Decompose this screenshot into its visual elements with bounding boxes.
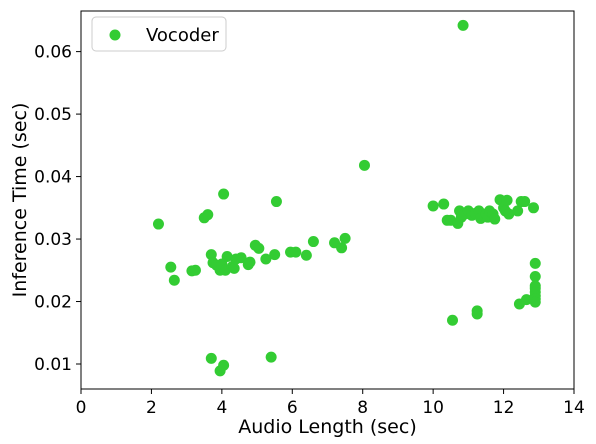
data-point	[202, 209, 214, 221]
x-tick-label: 4	[216, 398, 227, 418]
data-point	[152, 218, 164, 230]
data-point	[520, 294, 532, 306]
data-point	[168, 274, 180, 286]
y-axis-label: Inference Time (sec)	[9, 103, 31, 298]
data-point	[307, 236, 319, 248]
data-point	[427, 200, 439, 212]
data-point	[501, 194, 513, 206]
data-point	[503, 208, 515, 220]
data-point	[218, 359, 230, 371]
data-point	[438, 198, 450, 210]
data-point	[290, 246, 302, 258]
legend-label: Vocoder	[146, 25, 219, 46]
plot-layer	[152, 19, 541, 377]
data-point	[218, 188, 230, 200]
data-point	[235, 252, 247, 264]
data-point	[519, 196, 531, 208]
data-point	[529, 296, 541, 308]
data-point	[253, 242, 265, 254]
legend: Vocoder	[91, 16, 227, 52]
y-tick-label: 0.06	[34, 43, 72, 63]
y-tick-label: 0.04	[34, 168, 72, 188]
data-point	[300, 249, 312, 261]
data-point	[244, 256, 256, 268]
data-point	[228, 262, 240, 274]
x-tick-label: 12	[493, 398, 515, 418]
data-point	[471, 308, 483, 320]
legend-marker	[109, 29, 121, 41]
axes-frame	[80, 10, 575, 390]
data-point	[339, 232, 351, 244]
y-tick-label: 0.02	[34, 293, 72, 313]
legend-frame	[91, 16, 227, 52]
data-point	[447, 314, 459, 326]
data-point	[269, 249, 281, 261]
data-point	[165, 261, 177, 273]
data-point	[358, 159, 370, 171]
x-tick-label: 2	[146, 398, 157, 418]
data-point	[336, 242, 348, 254]
data-point	[512, 205, 524, 217]
y-tick-label: 0.03	[34, 230, 72, 250]
data-point	[457, 19, 469, 31]
data-point	[529, 257, 541, 269]
data-point	[270, 196, 282, 208]
data-point	[189, 264, 201, 276]
x-axis-label: Audio Length (sec)	[238, 416, 416, 438]
data-point	[260, 253, 272, 265]
y-tick-label: 0.05	[34, 105, 72, 125]
x-tick-label: 0	[76, 398, 87, 418]
data-point	[265, 351, 277, 363]
data-point	[529, 271, 541, 283]
axes-layer: 0 2 4 6 8 10 12 14 0.01 0.02 0.03 0.04 0.05 0.06	[34, 10, 585, 418]
data-point	[205, 352, 217, 364]
data-point	[221, 251, 233, 263]
data-point	[489, 213, 501, 225]
x-tick-label: 6	[287, 398, 298, 418]
y-tick-label: 0.01	[34, 355, 72, 375]
data-point	[528, 202, 539, 214]
x-tick-label: 8	[357, 398, 368, 418]
x-tick-label: 10	[422, 398, 444, 418]
x-tick-label: 14	[563, 398, 585, 418]
